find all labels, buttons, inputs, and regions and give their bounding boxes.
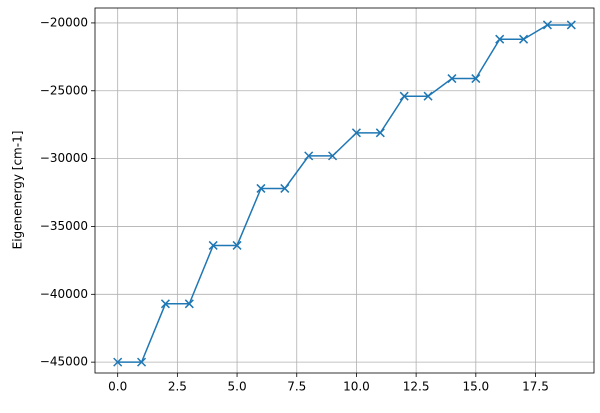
marker — [304, 151, 314, 161]
marker — [351, 128, 361, 138]
marker — [113, 357, 123, 367]
x-tick-label: 15.0 — [462, 380, 489, 394]
marker — [328, 151, 338, 161]
marker — [375, 128, 385, 138]
plot-frame — [94, 7, 595, 374]
marker — [160, 299, 170, 309]
y-tick-label: −20000 — [40, 15, 88, 29]
x-tick-label: 2.5 — [168, 380, 187, 394]
marker — [471, 74, 481, 84]
marker — [232, 240, 242, 250]
y-tick-label: −45000 — [40, 355, 88, 369]
x-tick-label: 10.0 — [343, 380, 370, 394]
y-tick-label: −35000 — [40, 219, 88, 233]
x-tick-label: 17.5 — [522, 380, 549, 394]
y-tick-label: −40000 — [40, 287, 88, 301]
x-tick-label: 0.0 — [108, 380, 127, 394]
marker — [137, 357, 147, 367]
x-tick-label: 12.5 — [403, 380, 430, 394]
x-tick-label: 7.5 — [287, 380, 306, 394]
marker — [423, 91, 433, 101]
x-tick-label: 5.0 — [228, 380, 247, 394]
series-line — [117, 24, 572, 363]
marker — [208, 240, 218, 250]
y-axis-label: Eigenenergy [cm-1] — [11, 131, 25, 250]
marker — [495, 34, 505, 44]
y-tick-label: −25000 — [40, 83, 88, 97]
marker — [184, 299, 194, 309]
marker — [519, 34, 529, 44]
marker — [280, 183, 290, 193]
marker — [566, 20, 576, 30]
marker — [447, 74, 457, 84]
y-tick-label: −30000 — [40, 151, 88, 165]
marker — [399, 91, 409, 101]
marker — [256, 183, 266, 193]
marker — [542, 20, 552, 30]
